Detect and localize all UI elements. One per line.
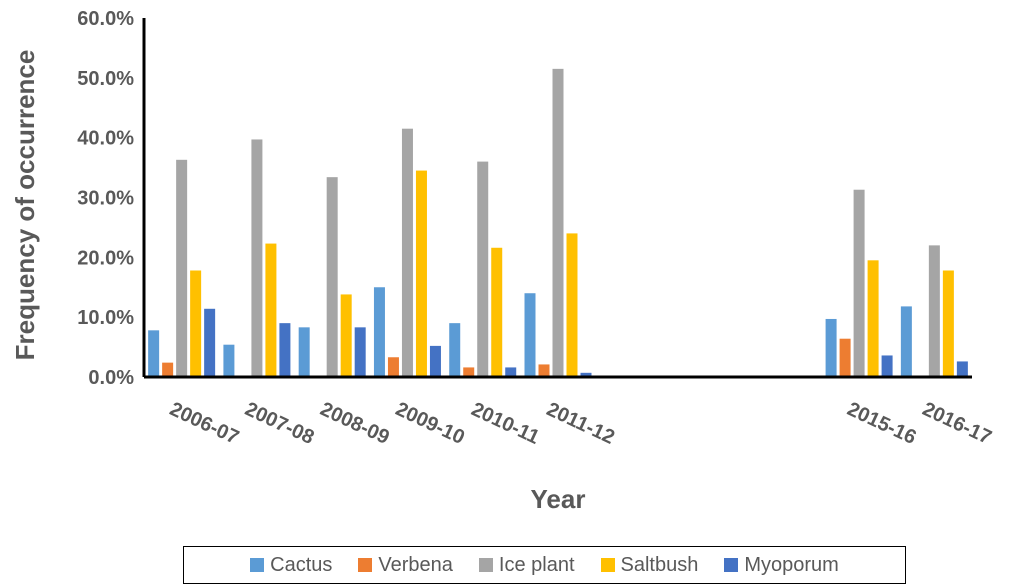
x-tick-label: 2010-11 — [468, 398, 543, 448]
bar-saltbush — [491, 247, 503, 377]
y-axis-ticks: 0.0% 10.0% 20.0% 30.0% 40.0% 50.0% 60.0% — [77, 8, 134, 389]
legend-item: Cactus — [250, 554, 332, 577]
y-tick-label: 30.0% — [77, 188, 134, 210]
y-tick-label: 40.0% — [77, 128, 134, 150]
bar-cactus — [373, 287, 385, 377]
bar-myoporum — [204, 308, 216, 377]
bar-myoporum — [580, 372, 592, 377]
bar-saltbush — [190, 270, 202, 377]
y-tick-label: 20.0% — [77, 247, 134, 269]
y-axis-title: Frequency of occurrence — [10, 50, 40, 361]
legend-item: Saltbush — [600, 553, 699, 577]
bar-cactus — [223, 344, 235, 377]
bar-verbena — [463, 367, 475, 377]
bar-myoporum — [279, 323, 291, 377]
x-tick-label: 2006-07 — [166, 398, 242, 449]
legend-item: Myoporum — [724, 553, 839, 577]
bar-saltbush — [265, 243, 277, 377]
x-tick-label: 2011-12 — [543, 398, 618, 448]
bar-saltbush — [566, 233, 578, 377]
chart-legend: Cactus Verbena Ice plant Saltbush Myoporum — [183, 546, 906, 584]
legend-swatch — [358, 558, 373, 572]
bar-ice-plant — [552, 68, 564, 377]
x-tick-label: 2007-08 — [242, 398, 318, 449]
legend-swatch — [478, 558, 493, 572]
bar-ice-plant — [251, 139, 263, 377]
bar-myoporum — [354, 327, 366, 377]
bar-myoporum — [505, 367, 517, 377]
bar-myoporum — [429, 345, 441, 377]
bar-ice-plant — [176, 159, 188, 377]
legend-label: Saltbush — [620, 553, 699, 576]
y-tick-label: 10.0% — [77, 307, 134, 329]
legend-swatch — [250, 558, 265, 572]
bar-cactus — [825, 318, 837, 377]
bar-cactus — [298, 327, 310, 377]
bar-cactus — [900, 306, 912, 377]
x-axis-title: Year — [531, 484, 586, 514]
bar-cactus — [449, 323, 461, 377]
y-tick-label: 50.0% — [77, 68, 134, 90]
bar-verbena — [162, 362, 174, 377]
bar-saltbush — [867, 260, 879, 377]
x-tick-label: 2016-17 — [919, 398, 995, 449]
x-tick-label: 2009-10 — [392, 398, 468, 449]
legend-label: Myoporum — [744, 553, 839, 576]
bar-ice-plant — [401, 128, 413, 377]
legend-label: Cactus — [270, 553, 333, 576]
bar-ice-plant — [853, 189, 865, 377]
bar-saltbush — [415, 170, 427, 377]
bar-chart: 0.0% 10.0% 20.0% 30.0% 40.0% 50.0% 60.0% 2006-… — [10, 8, 995, 514]
legend-item: Verbena — [358, 554, 453, 577]
legend-swatch — [600, 558, 615, 572]
legend-label: Verbena — [378, 553, 453, 576]
y-tick-label: 60.0% — [77, 8, 134, 30]
bar-verbena — [538, 364, 550, 377]
y-tick-label: 0.0% — [88, 367, 134, 389]
bar-verbena — [839, 338, 851, 377]
legend-label: Ice plant — [498, 553, 575, 576]
bars — [148, 68, 968, 377]
bar-saltbush — [942, 270, 954, 377]
bar-myoporum — [956, 361, 968, 377]
bar-verbena — [387, 357, 399, 377]
legend-item: Ice plant — [478, 553, 575, 577]
bar-ice-plant — [928, 245, 940, 377]
bar-myoporum — [881, 355, 893, 377]
bar-ice-plant — [477, 161, 489, 377]
bar-saltbush — [340, 294, 352, 377]
bar-cactus — [524, 293, 536, 377]
bar-cactus — [148, 330, 160, 377]
x-axis-ticks: 2006-07 2007-08 2008-09 2009-10 2010-11 2011-… — [166, 398, 995, 449]
bar-ice-plant — [326, 177, 338, 377]
x-tick-label: 2015-16 — [844, 398, 920, 449]
legend-swatch — [724, 558, 739, 572]
x-tick-label: 2008-09 — [317, 398, 393, 449]
